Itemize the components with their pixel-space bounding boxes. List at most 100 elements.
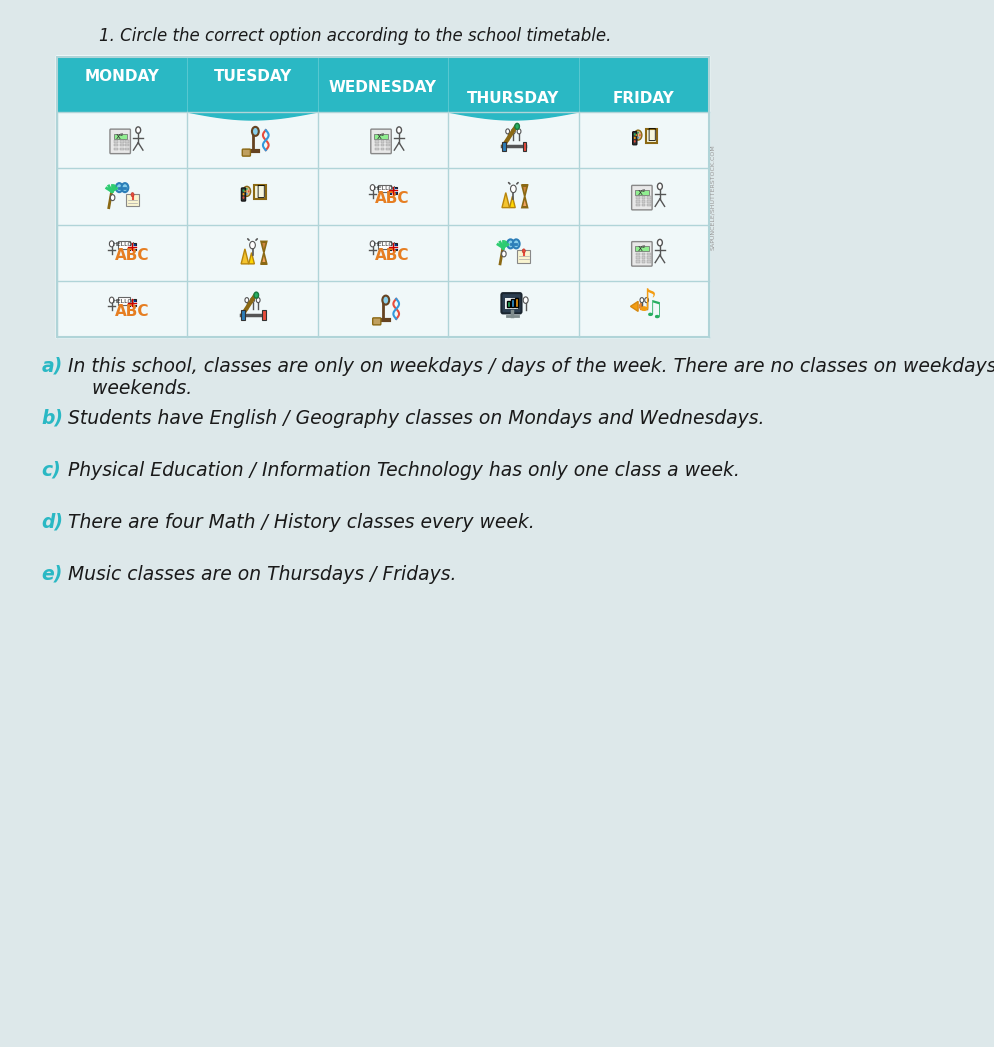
Circle shape [243, 193, 245, 196]
FancyBboxPatch shape [125, 140, 129, 142]
FancyBboxPatch shape [242, 310, 245, 320]
Circle shape [254, 292, 258, 298]
FancyBboxPatch shape [120, 143, 123, 147]
Circle shape [243, 190, 245, 192]
Circle shape [243, 186, 250, 197]
Text: Students have English / Geography classes on Mondays and Wednesdays.: Students have English / Geography classe… [69, 409, 764, 428]
FancyBboxPatch shape [647, 260, 651, 263]
Circle shape [635, 134, 637, 136]
FancyBboxPatch shape [120, 148, 123, 150]
FancyBboxPatch shape [262, 310, 265, 320]
FancyBboxPatch shape [125, 143, 129, 147]
Circle shape [522, 249, 525, 253]
Circle shape [507, 240, 514, 248]
Text: MONDAY: MONDAY [84, 69, 159, 84]
FancyBboxPatch shape [523, 141, 527, 151]
FancyBboxPatch shape [243, 149, 250, 156]
Circle shape [370, 241, 375, 247]
Text: ♫: ♫ [644, 300, 664, 320]
Circle shape [245, 297, 248, 303]
Circle shape [511, 185, 516, 193]
Text: There are four Math / History classes every week.: There are four Math / History classes ev… [69, 513, 535, 532]
FancyBboxPatch shape [501, 293, 522, 313]
Text: a): a) [42, 357, 63, 376]
Text: ABC: ABC [114, 304, 149, 319]
FancyBboxPatch shape [381, 143, 385, 147]
FancyBboxPatch shape [114, 148, 118, 150]
FancyBboxPatch shape [522, 184, 528, 186]
Circle shape [383, 295, 390, 305]
Text: TUESDAY: TUESDAY [214, 69, 291, 84]
Polygon shape [57, 57, 709, 120]
FancyBboxPatch shape [110, 129, 130, 154]
FancyBboxPatch shape [647, 197, 651, 199]
FancyBboxPatch shape [647, 252, 651, 255]
FancyBboxPatch shape [389, 186, 398, 194]
Circle shape [637, 132, 639, 134]
Circle shape [506, 129, 510, 134]
Circle shape [110, 195, 115, 201]
Polygon shape [510, 197, 515, 207]
FancyBboxPatch shape [126, 194, 139, 206]
Circle shape [512, 129, 515, 134]
Polygon shape [502, 193, 510, 207]
Text: ABC: ABC [114, 248, 149, 263]
FancyBboxPatch shape [254, 185, 265, 199]
Polygon shape [522, 197, 528, 207]
FancyBboxPatch shape [647, 204, 651, 206]
Text: HELLO!: HELLO! [374, 242, 397, 247]
Circle shape [250, 297, 254, 303]
Text: FRIDAY: FRIDAY [613, 91, 675, 106]
FancyBboxPatch shape [117, 297, 130, 305]
Polygon shape [261, 242, 266, 252]
FancyBboxPatch shape [507, 300, 510, 307]
FancyBboxPatch shape [376, 143, 379, 147]
Circle shape [247, 193, 248, 195]
Circle shape [517, 129, 521, 134]
Text: x²: x² [638, 188, 646, 197]
Text: Physical Education / Information Technology has only one class a week.: Physical Education / Information Technol… [69, 461, 741, 480]
FancyBboxPatch shape [502, 141, 506, 151]
Circle shape [513, 240, 520, 248]
FancyBboxPatch shape [379, 185, 392, 193]
FancyBboxPatch shape [632, 132, 637, 144]
FancyBboxPatch shape [636, 252, 640, 255]
Text: 🌿: 🌿 [647, 128, 656, 141]
FancyBboxPatch shape [114, 140, 118, 142]
FancyBboxPatch shape [260, 262, 267, 265]
FancyBboxPatch shape [386, 140, 390, 142]
FancyBboxPatch shape [381, 148, 385, 150]
Text: ABC: ABC [376, 192, 410, 206]
FancyBboxPatch shape [647, 257, 651, 259]
FancyBboxPatch shape [505, 297, 518, 309]
Text: x²: x² [116, 132, 124, 141]
Text: Music classes are on Thursdays / Fridays.: Music classes are on Thursdays / Fridays… [69, 565, 457, 584]
FancyBboxPatch shape [631, 185, 652, 209]
Circle shape [121, 183, 128, 193]
Circle shape [523, 297, 528, 304]
FancyBboxPatch shape [636, 204, 640, 206]
FancyBboxPatch shape [56, 55, 711, 339]
Circle shape [637, 136, 639, 138]
FancyBboxPatch shape [646, 129, 657, 142]
FancyBboxPatch shape [641, 204, 645, 206]
FancyBboxPatch shape [117, 241, 130, 248]
FancyBboxPatch shape [260, 241, 267, 243]
Circle shape [247, 187, 248, 190]
FancyBboxPatch shape [386, 148, 390, 150]
Text: HELLO!: HELLO! [112, 298, 135, 304]
Circle shape [640, 297, 644, 303]
FancyBboxPatch shape [375, 134, 388, 139]
FancyBboxPatch shape [113, 134, 127, 139]
Circle shape [248, 191, 249, 193]
Text: In this school, classes are only on weekdays / days of the week. There are no cl: In this school, classes are only on week… [69, 357, 994, 398]
Circle shape [136, 127, 141, 133]
Circle shape [116, 183, 122, 193]
Circle shape [109, 297, 114, 304]
FancyBboxPatch shape [641, 252, 645, 255]
Circle shape [634, 130, 642, 140]
Circle shape [657, 183, 662, 190]
FancyBboxPatch shape [128, 243, 136, 250]
FancyBboxPatch shape [636, 257, 640, 259]
FancyBboxPatch shape [373, 318, 381, 325]
